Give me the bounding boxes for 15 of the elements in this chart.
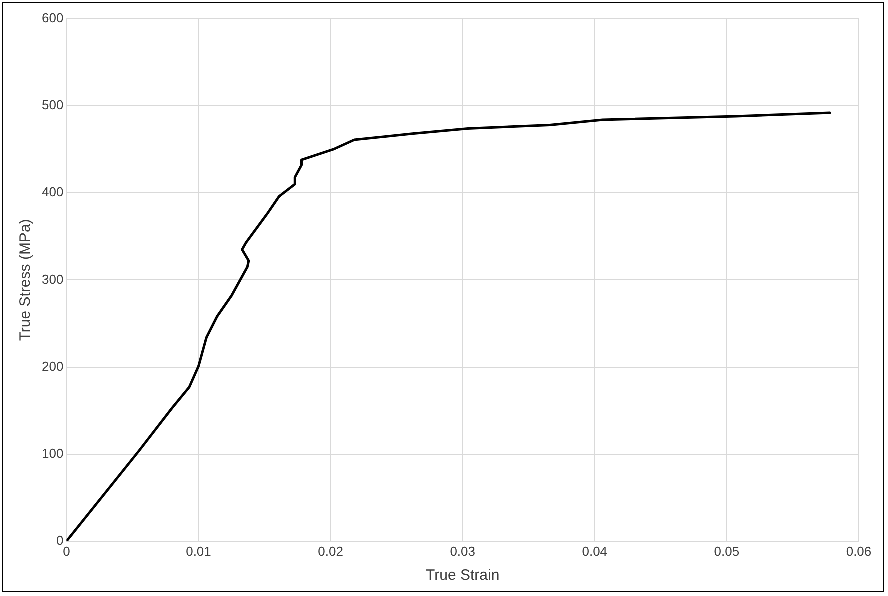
y-tick-label: 600 [42,10,64,26]
x-tick-label: 0.04 [582,544,608,559]
y-tick-label: 300 [42,272,64,287]
y-tick-label: 100 [42,446,64,461]
x-tick-label: 0.06 [846,544,872,559]
y-tick-label: 400 [42,184,64,200]
x-tick-label: 0.01 [186,544,212,559]
x-tick-label: 0.05 [714,544,740,559]
y-tick-label: 0 [56,532,64,548]
x-tick-label: 0.02 [318,544,344,559]
x-tick-label: 0.03 [450,544,476,559]
y-axis-title: True Stress (MPa) [17,219,34,342]
y-tick-label: 500 [42,98,64,113]
y-tick-label: 200 [42,358,64,374]
x-axis-title: True Strain [426,567,500,584]
